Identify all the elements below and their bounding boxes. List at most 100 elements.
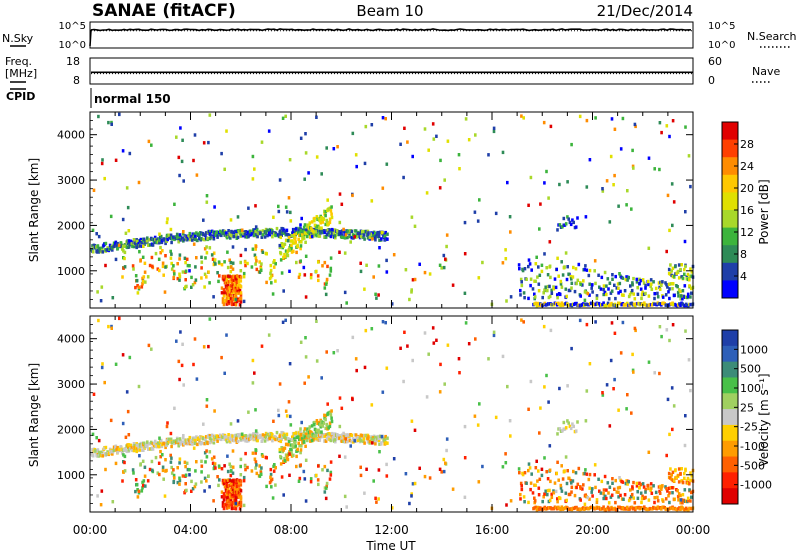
velocity-cell-484 [320, 432, 323, 436]
velocity-cell-261 [210, 438, 213, 442]
power-cell-277 [216, 231, 219, 235]
power-colorbar-swatch-3 [722, 174, 738, 193]
velocity-cell-1522 [411, 358, 414, 363]
velocity-cell-827 [220, 490, 224, 494]
velocity-cell-968 [283, 446, 287, 450]
velocity-cell-144 [155, 444, 158, 448]
power-cell-1240 [635, 277, 639, 282]
power-cell-1677 [385, 258, 388, 263]
power-cell-818 [325, 280, 328, 284]
power-cell-894 [231, 283, 235, 288]
velocity-cell-728 [207, 474, 210, 478]
power-cell-671 [156, 267, 160, 271]
velocity-cell-660 [142, 479, 146, 483]
velocity-cell-285 [221, 433, 225, 437]
velocity-cell-1100 [531, 491, 535, 495]
power-cell-1692 [658, 121, 662, 125]
power-cell-991 [294, 240, 297, 244]
velocity-cell-226 [193, 441, 197, 446]
velocity-cell-1215 [616, 486, 620, 490]
power-cell-33 [104, 241, 108, 246]
power-cell-41 [108, 247, 111, 251]
velocity-cell-1211 [614, 478, 617, 483]
power-cell-862 [226, 283, 230, 288]
velocity-cell-391 [274, 435, 278, 439]
velocity-cell-1065 [325, 424, 329, 429]
power-cell-1111 [538, 273, 542, 277]
power-cell-1717 [408, 297, 411, 302]
power-cell-655 [140, 285, 144, 289]
velocity-cell-266 [212, 441, 216, 445]
power-cell-514 [333, 234, 337, 238]
velocity-cell-1797 [95, 436, 98, 440]
velocity-cell-1314 [688, 488, 691, 492]
power-cell-785 [261, 250, 265, 254]
cpid-value: normal 150 [94, 92, 171, 106]
power-cell-1251 [640, 292, 644, 297]
power-cell-705 [185, 284, 188, 289]
power-cell-1578 [423, 270, 427, 275]
velocity-cell-1520 [254, 408, 257, 412]
velocity-cell-922 [234, 481, 238, 485]
power-cell-79 [127, 241, 130, 246]
velocity-cell-84 [127, 448, 131, 452]
velocity-cell-1742 [402, 379, 405, 384]
velocity-data-cells [90, 316, 695, 512]
power-cell-333 [245, 235, 249, 239]
velocity-cell-1785 [97, 318, 100, 323]
velocity-cell-1729 [617, 408, 620, 412]
power-cell-192 [178, 233, 182, 237]
power-cell-659 [142, 279, 145, 284]
velocity-cell-1728 [289, 423, 293, 427]
power-cell-698 [178, 272, 181, 276]
velocity-cell-1725 [359, 473, 363, 478]
velocity-cell-662 [144, 484, 147, 488]
power-cell-1568 [634, 124, 637, 129]
velocity-cell-1606 [410, 494, 413, 498]
power-cell-221 [193, 232, 196, 236]
velocity-cell-1793 [92, 392, 96, 396]
velocity-cell-875 [228, 479, 232, 483]
power-cell-1591 [427, 148, 430, 152]
velocity-cell-1582 [549, 328, 553, 333]
power-cell-1099 [529, 283, 532, 288]
velocity-cell-193 [179, 442, 182, 446]
power-cell-1589 [492, 129, 496, 134]
velocity-cell-1287 [668, 491, 671, 495]
velocity-cell-333 [245, 439, 249, 443]
power-cell-1212 [614, 296, 617, 301]
power-cell-380 [268, 233, 271, 237]
power-cell-1344 [560, 301, 564, 305]
velocity-cell-1234 [630, 492, 634, 497]
power-cell-1470 [568, 220, 572, 225]
power-cell-682 [164, 254, 167, 258]
y-tick-label-0: 1000 [57, 265, 85, 278]
velocity-cell-1210 [613, 487, 616, 491]
velocity-cell-1265 [652, 484, 655, 488]
power-cell-1765 [278, 178, 282, 182]
power-cell-1210 [613, 283, 616, 287]
velocity-cell-1125 [549, 479, 552, 484]
power-cell-1151 [565, 294, 568, 299]
power-cell-899 [232, 290, 236, 294]
power-cell-1402 [626, 301, 629, 306]
power-cell-1263 [650, 282, 653, 286]
power-cell-1541 [477, 276, 481, 280]
power-cell-1779 [110, 122, 113, 126]
power-cell-963 [283, 252, 286, 257]
power-cell-488 [323, 230, 326, 235]
velocity-cell-1002 [299, 437, 302, 442]
power-cell-781 [259, 266, 263, 270]
power-cell-616 [378, 230, 382, 234]
power-cell-1200 [605, 284, 608, 288]
power-cell-1626 [365, 263, 368, 267]
power-cell-53 [114, 240, 118, 244]
power-cell-169 [167, 233, 171, 237]
power-cell-1740 [299, 136, 303, 140]
velocity-cell-1157 [570, 481, 573, 485]
power-cell-1112 [540, 269, 544, 274]
velocity-cell-1812 [202, 422, 205, 426]
power-cell-1110 [537, 282, 541, 286]
velocity-cell-1344 [560, 505, 564, 509]
